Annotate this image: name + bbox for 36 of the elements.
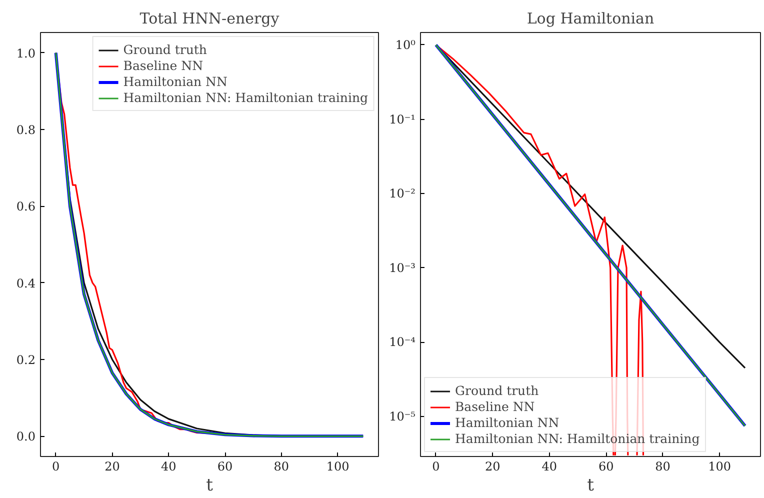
chart-title: Log Hamiltonian — [526, 10, 654, 28]
y-tick-label: 10⁰ — [395, 38, 416, 52]
legend-label: Hamiltonian NN — [123, 74, 228, 89]
x-tick-label: 60 — [217, 460, 233, 474]
x-tick-label: 0 — [52, 460, 60, 474]
y-tick-label: 0.4 — [16, 276, 36, 290]
x-tick-label: 100 — [326, 460, 350, 474]
y-tick-label: 0.0 — [16, 430, 36, 444]
y-tick-label: 0.8 — [16, 122, 36, 137]
x-tick-label: 40 — [160, 460, 176, 474]
x-axis-title: t — [587, 476, 594, 496]
legend-label: Ground truth — [123, 42, 207, 57]
chart-title: Total HNN-energy — [140, 10, 280, 28]
x-tick-label: 40 — [542, 460, 558, 474]
x-tick-label: 0 — [432, 460, 440, 474]
legend-label: Ground truth — [455, 383, 539, 398]
y-tick-label: 0.6 — [16, 200, 36, 214]
y-tick-label: 10⁻⁴ — [389, 335, 416, 350]
y-tick-label: 1.0 — [16, 46, 36, 60]
legend-label: Baseline NN — [123, 58, 204, 73]
y-tick-label: 10⁻⁵ — [389, 410, 416, 424]
y-tick-label: 0.2 — [16, 353, 36, 368]
legend-label: Hamiltonian NN — [455, 415, 560, 430]
x-tick-label: 20 — [485, 460, 500, 474]
x-tick-label: 80 — [274, 460, 290, 474]
x-axis-title: t — [206, 476, 214, 496]
x-tick-label: 60 — [598, 460, 614, 474]
y-tick-label: 10⁻³ — [389, 260, 416, 275]
x-tick-label: 20 — [104, 460, 120, 474]
legend-label: Hamiltonian NN: Hamiltonian training — [455, 431, 700, 446]
x-tick-label: 100 — [708, 460, 731, 474]
y-tick-label: 10⁻¹ — [389, 112, 416, 126]
legend-label: Baseline NN — [455, 399, 535, 414]
legend-label: Hamiltonian NN: Hamiltonian training — [123, 90, 368, 105]
x-tick-label: 80 — [655, 460, 670, 474]
y-tick-label: 10⁻² — [389, 186, 416, 201]
